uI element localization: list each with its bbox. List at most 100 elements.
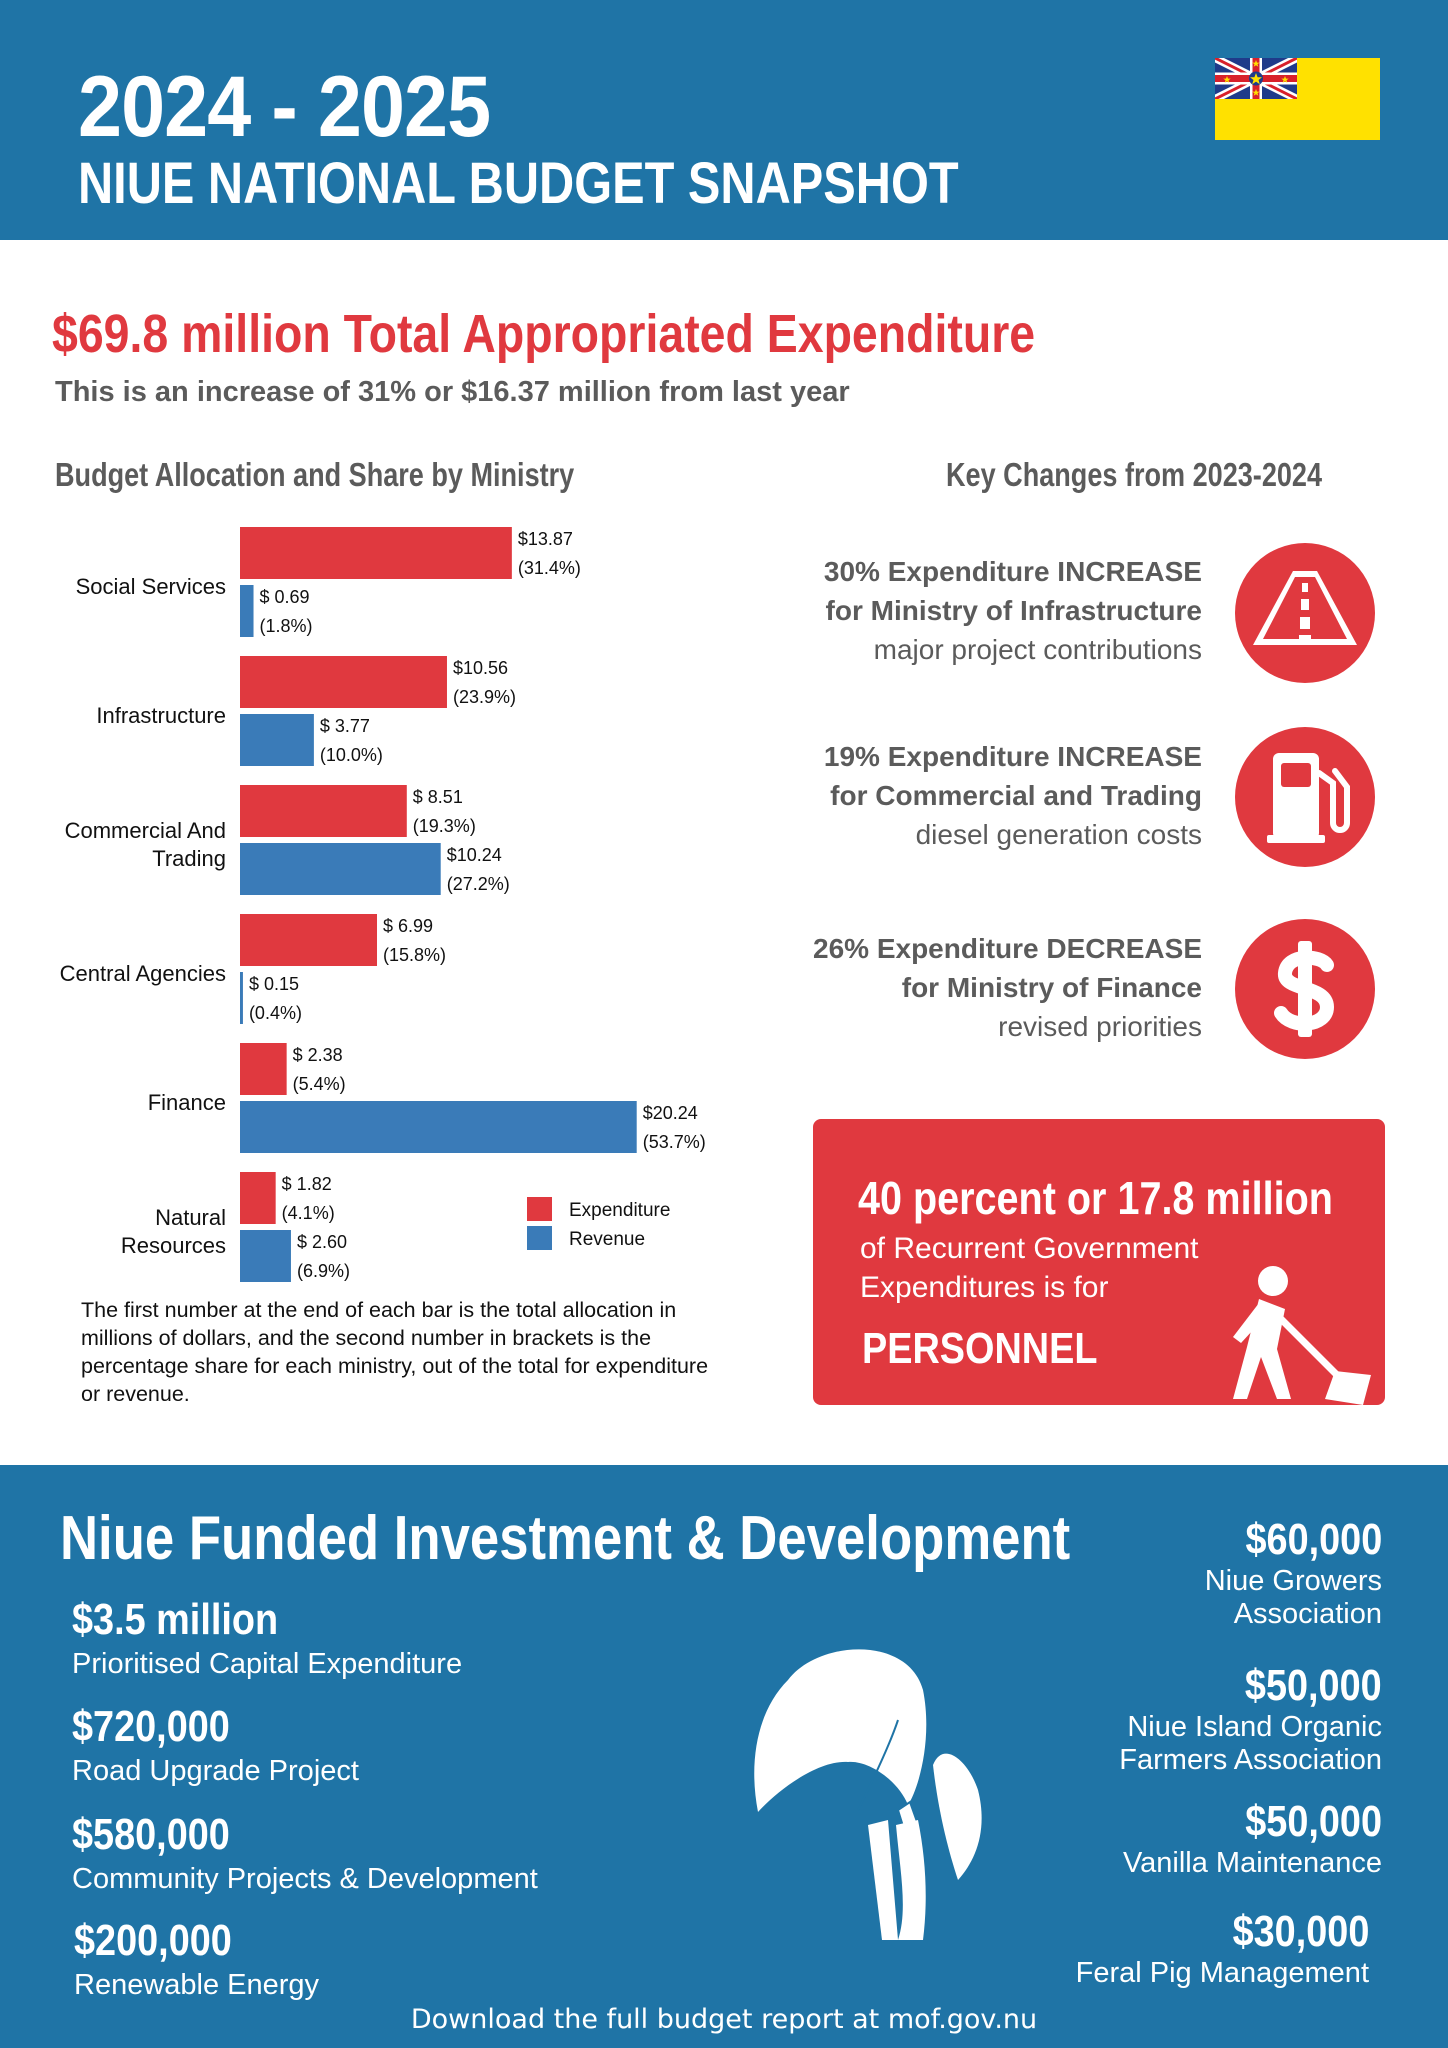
bar-value-label: $ 0.15: [249, 974, 299, 994]
investment-amount: $200,000: [74, 1916, 232, 1965]
grant-organic-farmers: $50,000 Niue Island Organic Farmers Asso…: [1119, 1661, 1382, 1777]
key-change-reason: major project contributions: [873, 634, 1202, 665]
header-banner: [0, 0, 1448, 240]
bar-expenditure: [240, 527, 512, 579]
bar-revenue: [240, 1101, 637, 1153]
bar-value-label: $ 3.77: [320, 716, 370, 736]
personnel-text-line2: Expenditures is for: [860, 1271, 1109, 1304]
grant-niue-growers: $60,000 Niue Growers Association: [1205, 1515, 1382, 1631]
investment-label: Road Upgrade Project: [72, 1755, 359, 1787]
category-label: Resources: [121, 1233, 226, 1258]
bar-share-label: (53.7%): [643, 1132, 706, 1152]
header-year: 2024 - 2025: [78, 59, 491, 155]
key-change-finance: 26% Expenditure DECREASE for Ministry of…: [813, 929, 1202, 1046]
key-change-ministry: for Ministry of Infrastructure: [825, 595, 1202, 626]
key-change-ministry: for Commercial and Trading: [830, 780, 1202, 811]
category-label: Social Services: [76, 574, 226, 599]
download-link[interactable]: Download the full budget report at mof.g…: [410, 2004, 1038, 2035]
bar-expenditure: [240, 785, 407, 837]
grant-label-line2: Association: [1233, 1598, 1382, 1630]
bar-value-label: $ 1.82: [282, 1174, 332, 1194]
chart-title: Budget Allocation and Share by Ministry: [55, 456, 575, 493]
bar-value-label: $ 6.99: [383, 916, 433, 936]
investment-label: Community Projects & Development: [72, 1863, 538, 1895]
key-change-headline: 30% Expenditure INCREASE: [823, 556, 1202, 587]
key-change-infrastructure: 30% Expenditure INCREASE for Ministry of…: [824, 552, 1202, 669]
legend-label: Expenditure: [569, 1200, 670, 1221]
category-label: Central Agencies: [60, 961, 226, 986]
personnel-text-line1: of Recurrent Government: [860, 1232, 1199, 1265]
bar-revenue: [240, 1230, 291, 1282]
bar-share-label: (5.4%): [293, 1074, 346, 1094]
bar-share-label: (19.3%): [413, 816, 476, 836]
bar-value-label: $ 2.38: [293, 1045, 343, 1065]
bar-value-label: $ 0.69: [260, 587, 310, 607]
legend-label: Revenue: [569, 1229, 645, 1250]
budget-allocation-chart: $13.87 (31.4%) $ 0.69 (1.8%) Social Services…: [60, 527, 706, 1282]
bar-value-label: $20.24: [643, 1103, 698, 1123]
bar-expenditure: [240, 914, 378, 966]
bar-expenditure: [240, 1172, 276, 1224]
key-change-headline: 19% Expenditure INCREASE: [823, 741, 1202, 772]
key-change-reason: diesel generation costs: [915, 819, 1202, 850]
key-change-reason: revised priorities: [998, 1011, 1202, 1042]
dollar-icon: [1235, 919, 1375, 1059]
bar-value-label: $13.87: [518, 529, 573, 549]
fuel-pump-icon: [1235, 727, 1375, 867]
bar-value-label: $ 8.51: [413, 787, 463, 807]
bar-share-label: (0.4%): [249, 1003, 302, 1023]
total-expenditure-subtext: This is an increase of 31% or $16.37 mil…: [55, 376, 850, 408]
bar-share-label: (1.8%): [260, 616, 313, 636]
bar-share-label: (4.1%): [282, 1203, 335, 1223]
grant-label-line1: Niue Island Organic: [1127, 1711, 1382, 1743]
investment-amount: $3.5 million: [72, 1595, 279, 1644]
header-subtitle: NIUE NATIONAL BUDGET SNAPSHOT: [78, 151, 959, 216]
investment-label: Renewable Energy: [74, 1969, 320, 2001]
bar-revenue: [240, 714, 314, 766]
bar-value-label: $ 2.60: [297, 1232, 347, 1252]
chart-footnote: The first number at the end of each bar …: [81, 1298, 709, 1406]
key-changes-title: Key Changes from 2023-2024: [946, 456, 1323, 493]
bar-share-label: (31.4%): [518, 558, 581, 578]
legend-swatch-revenue: [527, 1226, 552, 1250]
grant-amount: $60,000: [1245, 1515, 1382, 1564]
total-expenditure-headline: $69.8 million Total Appropriated Expendi…: [52, 304, 1036, 364]
key-change-ministry: for Ministry of Finance: [901, 972, 1202, 1003]
bar-value-label: $10.56: [453, 658, 508, 678]
bar-revenue: [240, 972, 243, 1024]
grant-label-line2: Farmers Association: [1119, 1744, 1382, 1776]
key-change-headline: 26% Expenditure DECREASE: [813, 933, 1202, 964]
grant-label-line1: Vanilla Maintenance: [1122, 1847, 1382, 1879]
grant-vanilla: $50,000 Vanilla Maintenance: [1123, 1797, 1382, 1880]
category-label: Trading: [152, 846, 226, 871]
bar-revenue: [240, 585, 254, 637]
personnel-word: PERSONNEL: [862, 1324, 1098, 1373]
bar-share-label: (10.0%): [320, 745, 383, 765]
grant-feral-pig: $30,000 Feral Pig Management: [1076, 1907, 1369, 1990]
bar-share-label: (27.2%): [447, 874, 510, 894]
category-label: Finance: [148, 1090, 226, 1115]
bar-revenue: [240, 843, 441, 895]
investment-amount: $580,000: [72, 1810, 230, 1859]
grant-amount: $50,000: [1245, 1797, 1382, 1846]
legend-swatch-expenditure: [527, 1197, 552, 1221]
bar-value-label: $10.24: [447, 845, 502, 865]
bar-share-label: (15.8%): [383, 945, 446, 965]
investment-label: Prioritised Capital Expenditure: [72, 1648, 463, 1680]
investment-section-title: Niue Funded Investment & Development: [60, 1504, 1071, 1573]
grant-amount: $50,000: [1245, 1661, 1382, 1710]
bar-expenditure: [240, 1043, 287, 1095]
bar-share-label: (6.9%): [297, 1261, 350, 1281]
key-change-commercial: 19% Expenditure INCREASE for Commercial …: [824, 737, 1202, 854]
category-label: Natural: [155, 1205, 226, 1230]
road-icon: [1235, 543, 1375, 683]
grant-amount: $30,000: [1232, 1907, 1369, 1956]
niue-flag-icon: [1215, 58, 1380, 140]
bar-expenditure: [240, 656, 447, 708]
investment-amount: $720,000: [72, 1702, 230, 1751]
bar-share-label: (23.9%): [453, 687, 516, 707]
category-label: Infrastructure: [96, 703, 226, 728]
personnel-headline: 40 percent or 17.8 million: [858, 1172, 1333, 1224]
category-label: Commercial And: [65, 818, 226, 843]
investment-section-band: [0, 1465, 1448, 2048]
